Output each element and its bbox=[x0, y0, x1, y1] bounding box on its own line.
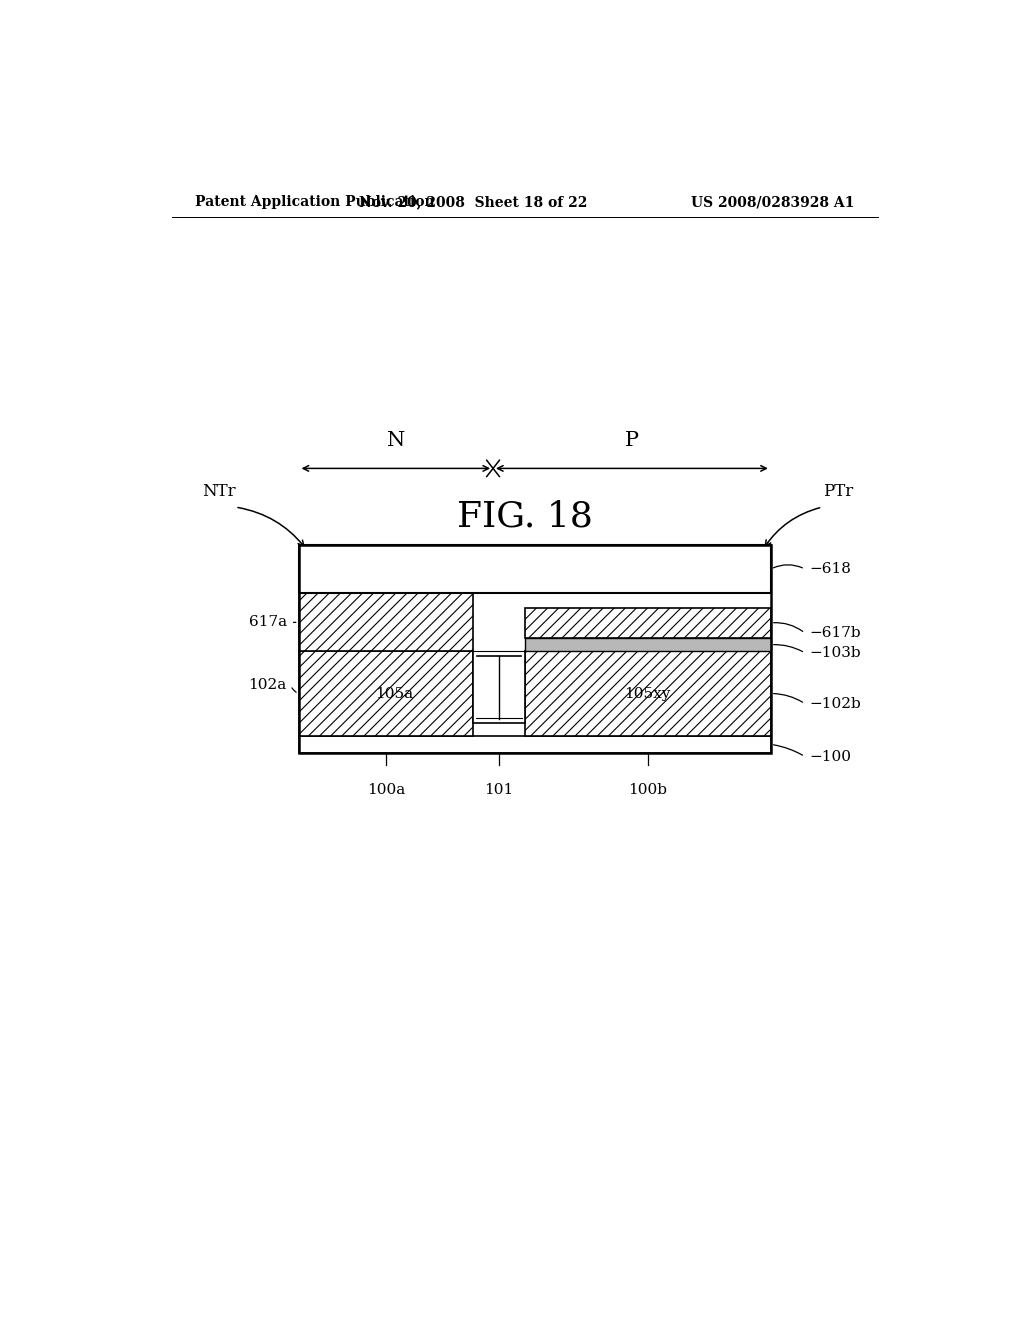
Bar bbox=[299, 545, 771, 752]
Text: 105xy: 105xy bbox=[625, 686, 671, 701]
Text: 102a: 102a bbox=[249, 678, 287, 693]
Text: Nov. 20, 2008  Sheet 18 of 22: Nov. 20, 2008 Sheet 18 of 22 bbox=[359, 195, 588, 209]
Text: −618: −618 bbox=[809, 562, 851, 576]
Bar bbox=[299, 651, 473, 735]
Bar bbox=[524, 651, 771, 735]
Bar bbox=[299, 735, 771, 752]
Text: 101: 101 bbox=[484, 784, 514, 797]
Bar bbox=[473, 651, 524, 722]
Text: 617a: 617a bbox=[249, 615, 287, 630]
Text: 100a: 100a bbox=[367, 784, 406, 797]
Text: −102b: −102b bbox=[809, 697, 860, 710]
Text: −103b: −103b bbox=[809, 645, 860, 660]
Text: Patent Application Publication: Patent Application Publication bbox=[196, 195, 435, 209]
Text: FIG. 18: FIG. 18 bbox=[457, 499, 593, 533]
Bar bbox=[524, 638, 771, 651]
Text: US 2008/0283928 A1: US 2008/0283928 A1 bbox=[691, 195, 854, 209]
Text: 100b: 100b bbox=[629, 784, 668, 797]
Bar bbox=[299, 545, 771, 594]
Text: NTr: NTr bbox=[203, 483, 237, 500]
Bar bbox=[299, 594, 473, 651]
Text: −100: −100 bbox=[809, 750, 851, 763]
Text: N: N bbox=[387, 432, 406, 450]
Text: −617b: −617b bbox=[809, 626, 860, 640]
Text: P: P bbox=[625, 432, 639, 450]
Bar bbox=[524, 607, 771, 638]
Text: 105a: 105a bbox=[375, 686, 413, 701]
Text: PTr: PTr bbox=[823, 483, 853, 500]
